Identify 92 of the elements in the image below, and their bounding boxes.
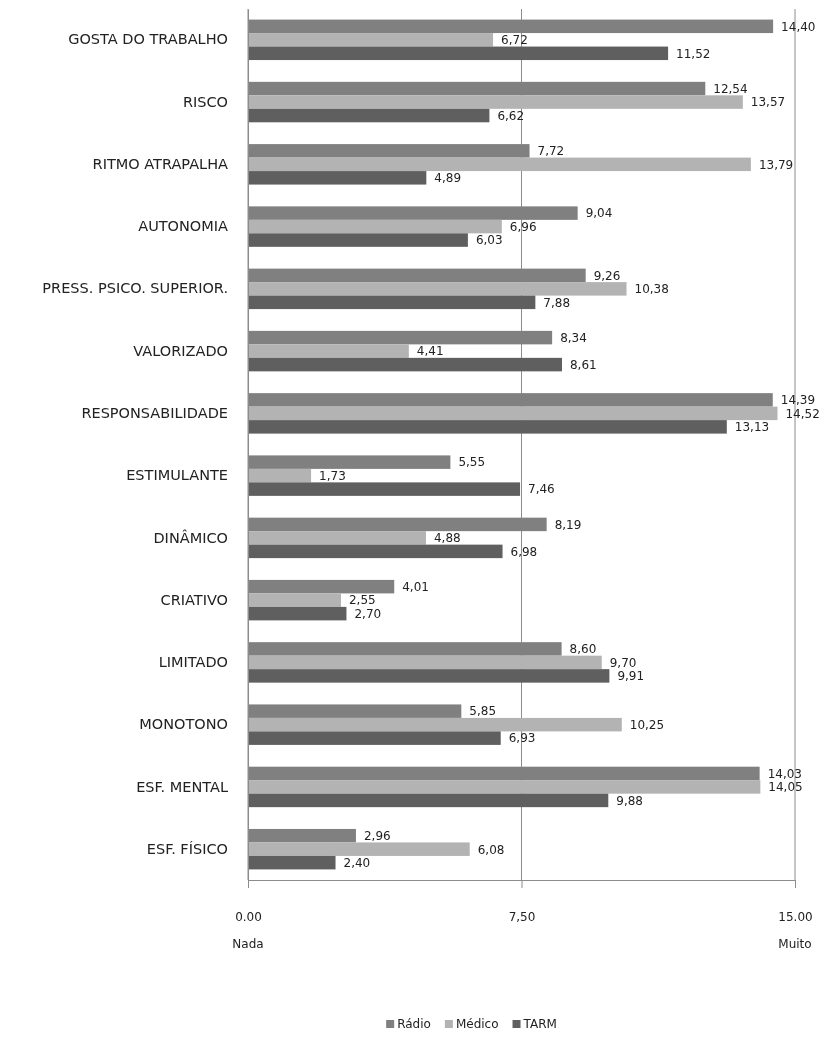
data-label: 9,88 xyxy=(616,793,644,808)
bar xyxy=(248,219,502,234)
data-label: 6,98 xyxy=(510,544,538,559)
data-label: 2,96 xyxy=(363,829,391,844)
bar xyxy=(248,95,743,109)
y-tick-label: AUTONOMIA xyxy=(138,218,229,235)
bar xyxy=(248,855,336,870)
bar xyxy=(248,544,503,559)
bar xyxy=(248,531,426,545)
y-tick-label: GOSTA DO TRABALHO xyxy=(68,31,228,48)
data-label: 9,26 xyxy=(593,268,621,283)
data-label: 9,70 xyxy=(609,655,637,670)
data-label: 4,88 xyxy=(433,531,461,546)
bar xyxy=(248,669,610,683)
bar xyxy=(248,33,494,47)
data-label: 4,01 xyxy=(402,579,429,594)
data-label: 6,96 xyxy=(509,219,537,234)
data-label: 5,85 xyxy=(469,704,497,719)
bar xyxy=(248,295,536,310)
data-label: 6,72 xyxy=(501,33,528,48)
bar xyxy=(248,606,347,621)
text: Muito xyxy=(778,937,812,951)
data-label: 7,88 xyxy=(543,295,571,310)
data-label: 7,72 xyxy=(537,144,565,159)
data-label: 8,34 xyxy=(560,330,587,345)
data-label: 6,62 xyxy=(497,108,525,123)
bar xyxy=(248,655,602,670)
y-tick-label: PRESS. PSICO. SUPERIOR. xyxy=(42,280,228,297)
data-label: 14,39 xyxy=(780,393,816,408)
y-tick-label: ESTIMULANTE xyxy=(126,467,228,484)
bar xyxy=(248,593,341,607)
bar xyxy=(248,282,627,296)
bar xyxy=(248,344,409,358)
data-label: 13,13 xyxy=(734,420,770,435)
data-label: 2,40 xyxy=(343,855,371,870)
text: Nada xyxy=(232,937,264,951)
bar xyxy=(248,482,521,496)
bar xyxy=(248,357,562,372)
data-label: 6,93 xyxy=(508,731,536,746)
bar xyxy=(248,793,609,808)
bar xyxy=(248,842,470,856)
x-tick-label: 15.00 xyxy=(778,909,813,924)
data-label: 7,46 xyxy=(528,482,555,497)
x-tick-label: 7,50 xyxy=(508,909,536,924)
data-label: 4,41 xyxy=(416,344,444,359)
bar xyxy=(248,468,312,483)
data-label: 1,73 xyxy=(319,468,346,483)
data-label: 9,04 xyxy=(585,206,613,221)
y-tick-label: CRIATIVO xyxy=(160,591,228,608)
legend-label: TARM xyxy=(522,1017,557,1031)
y-tick-label: VALORIZADO xyxy=(133,342,228,359)
data-label: 8,60 xyxy=(569,642,597,657)
bar xyxy=(248,233,468,247)
bar xyxy=(248,780,761,794)
data-label: 14,05 xyxy=(768,780,803,795)
y-tick-label: ESF. MENTAL xyxy=(136,778,228,795)
bar xyxy=(248,46,669,61)
x-tick-label: 0.00 xyxy=(235,909,262,924)
data-label: 14,40 xyxy=(781,19,816,34)
legend-label: Médico xyxy=(455,1017,499,1031)
data-label: 12,54 xyxy=(713,81,748,96)
data-label: 2,55 xyxy=(348,593,376,608)
data-label: 14,03 xyxy=(767,766,802,781)
data-label: 8,19 xyxy=(554,517,582,532)
bar xyxy=(248,171,427,185)
data-label: 9,91 xyxy=(617,669,645,684)
bar xyxy=(248,731,501,745)
data-label: 8,61 xyxy=(569,357,597,372)
bar xyxy=(248,406,778,421)
data-label: 11,52 xyxy=(676,46,711,61)
data-label: 4,89 xyxy=(434,171,462,186)
bar xyxy=(248,108,490,123)
bar xyxy=(248,157,751,172)
data-label: 5,55 xyxy=(458,455,486,470)
y-tick-label: RESPONSABILIDADE xyxy=(81,405,228,422)
data-label: 10,25 xyxy=(629,717,665,732)
y-tick-label: RISCO xyxy=(182,93,228,110)
bar xyxy=(248,717,622,732)
legend-label: Rádio xyxy=(397,1017,431,1031)
data-label: 13,79 xyxy=(758,157,794,172)
data-label: 2,70 xyxy=(354,606,382,621)
data-label: 6,03 xyxy=(475,233,503,248)
data-label: 6,08 xyxy=(477,842,505,857)
y-tick-label: MONOTONO xyxy=(139,716,228,733)
y-tick-label: DINÂMICO xyxy=(153,528,228,546)
bar xyxy=(248,420,727,434)
y-tick-label: ESF. FÍSICO xyxy=(146,840,228,857)
y-tick-label: RITMO ATRAPALHA xyxy=(92,155,229,172)
data-label: 14,52 xyxy=(785,406,820,421)
data-label: 13,57 xyxy=(750,95,786,110)
y-tick-label: LIMITADO xyxy=(158,654,228,671)
data-label: 10,38 xyxy=(634,282,669,297)
